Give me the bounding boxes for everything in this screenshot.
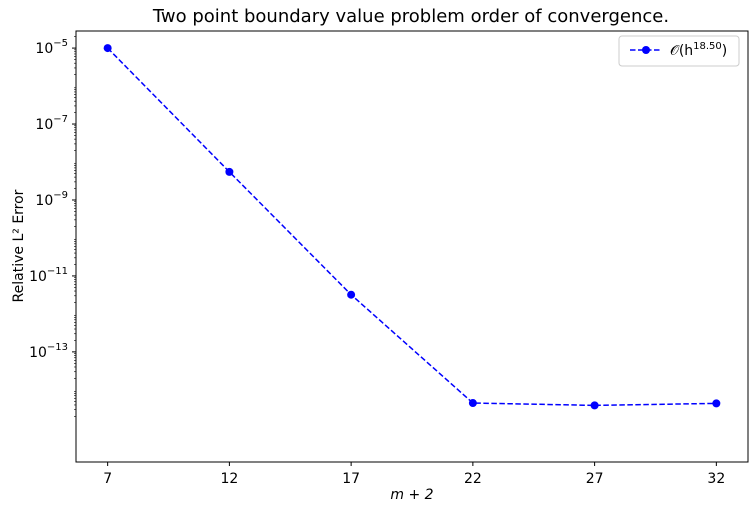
x-tick-label: 12 xyxy=(220,471,238,487)
data-point xyxy=(590,401,599,410)
y-axis-ticks: 10−5 10−7 10−9 10−11 10−13 xyxy=(29,36,76,417)
data-point xyxy=(225,167,234,176)
legend-label-close: ) xyxy=(722,43,727,59)
x-tick-label: 27 xyxy=(586,471,604,487)
legend-label-main: 𝒪(h xyxy=(670,43,693,59)
series-line xyxy=(107,47,717,407)
legend: 𝒪(h18.50) xyxy=(618,35,740,67)
y-tick-label: 10−9 xyxy=(35,190,68,209)
data-point xyxy=(347,290,356,299)
x-tick-label: 22 xyxy=(464,471,482,487)
x-tick-label: 17 xyxy=(342,471,360,487)
y-tick-label: 10−5 xyxy=(35,38,68,57)
data-point xyxy=(712,399,721,408)
y-axis-label: Relative L² Error xyxy=(11,189,27,302)
data-point xyxy=(103,44,112,53)
y-tick-label: 10−7 xyxy=(35,114,68,133)
legend-label: 𝒪(h18.50) xyxy=(670,41,727,59)
y-tick-label: 10−11 xyxy=(29,266,68,285)
x-axis-ticks: 7 12 17 22 27 32 xyxy=(103,462,725,487)
chart-title: Two point boundary value problem order o… xyxy=(152,6,669,27)
x-tick-label: 32 xyxy=(707,471,725,487)
series-layer xyxy=(103,44,721,410)
legend-marker xyxy=(642,46,650,54)
plot-area xyxy=(75,30,749,463)
x-tick-label: 7 xyxy=(103,471,112,487)
y-tick-label: 10−13 xyxy=(29,342,68,361)
x-axis-label: m + 2 xyxy=(390,487,433,503)
data-point xyxy=(468,399,477,408)
legend-label-exponent: 18.50 xyxy=(693,41,722,52)
legend-box xyxy=(618,35,740,67)
